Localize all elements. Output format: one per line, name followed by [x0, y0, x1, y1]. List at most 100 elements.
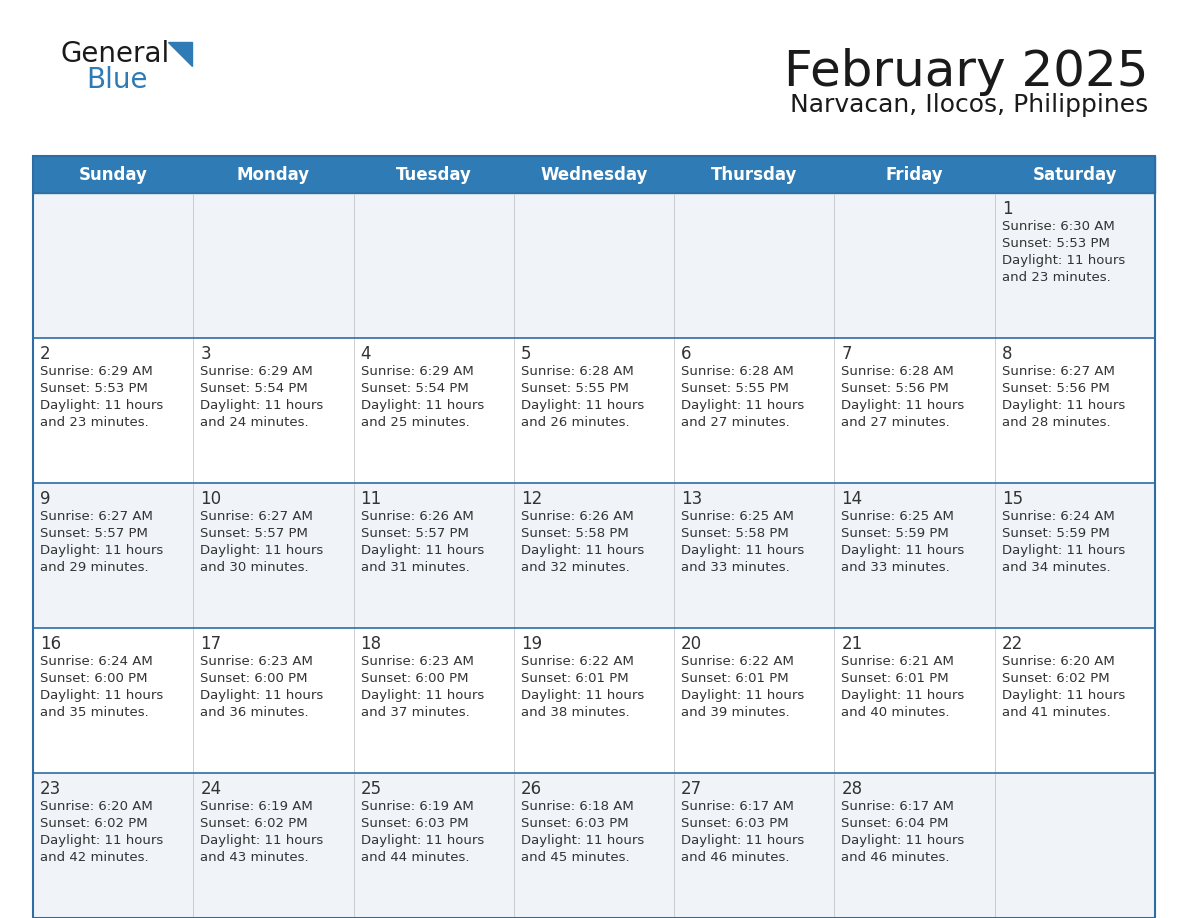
Text: Sunrise: 6:28 AM: Sunrise: 6:28 AM	[681, 365, 794, 378]
Text: Daylight: 11 hours: Daylight: 11 hours	[201, 834, 323, 847]
Text: Sunday: Sunday	[78, 165, 147, 184]
Text: Sunrise: 6:22 AM: Sunrise: 6:22 AM	[520, 655, 633, 668]
Text: Sunrise: 6:20 AM: Sunrise: 6:20 AM	[1001, 655, 1114, 668]
Text: 20: 20	[681, 635, 702, 653]
Text: 10: 10	[201, 490, 221, 508]
Bar	[33, 338, 1155, 483]
Text: Sunset: 5:54 PM: Sunset: 5:54 PM	[201, 382, 308, 395]
Text: Sunset: 6:02 PM: Sunset: 6:02 PM	[201, 817, 308, 830]
Text: Daylight: 11 hours: Daylight: 11 hours	[520, 689, 644, 702]
Text: Daylight: 11 hours: Daylight: 11 hours	[841, 399, 965, 412]
Text: Sunrise: 6:24 AM: Sunrise: 6:24 AM	[40, 655, 153, 668]
Text: Daylight: 11 hours: Daylight: 11 hours	[681, 399, 804, 412]
Bar	[33, 483, 1155, 628]
Text: Sunrise: 6:25 AM: Sunrise: 6:25 AM	[681, 510, 794, 523]
Text: 23: 23	[40, 780, 62, 798]
Text: Friday: Friday	[886, 165, 943, 184]
Text: and 33 minutes.: and 33 minutes.	[841, 561, 950, 574]
Text: and 29 minutes.: and 29 minutes.	[40, 561, 148, 574]
Text: Daylight: 11 hours: Daylight: 11 hours	[361, 399, 484, 412]
Text: Daylight: 11 hours: Daylight: 11 hours	[201, 689, 323, 702]
Text: Sunrise: 6:30 AM: Sunrise: 6:30 AM	[1001, 220, 1114, 233]
Text: Sunset: 5:57 PM: Sunset: 5:57 PM	[361, 527, 468, 540]
Text: Daylight: 11 hours: Daylight: 11 hours	[1001, 399, 1125, 412]
Text: Sunrise: 6:27 AM: Sunrise: 6:27 AM	[1001, 365, 1114, 378]
Text: Sunset: 5:54 PM: Sunset: 5:54 PM	[361, 382, 468, 395]
Text: and 36 minutes.: and 36 minutes.	[201, 706, 309, 719]
Text: Sunset: 6:04 PM: Sunset: 6:04 PM	[841, 817, 949, 830]
Text: Tuesday: Tuesday	[396, 165, 472, 184]
Text: Sunset: 5:55 PM: Sunset: 5:55 PM	[681, 382, 789, 395]
Text: 8: 8	[1001, 345, 1012, 363]
Text: Sunrise: 6:26 AM: Sunrise: 6:26 AM	[361, 510, 473, 523]
Text: Sunrise: 6:29 AM: Sunrise: 6:29 AM	[201, 365, 312, 378]
Text: Daylight: 11 hours: Daylight: 11 hours	[1001, 254, 1125, 267]
Text: Daylight: 11 hours: Daylight: 11 hours	[681, 689, 804, 702]
Text: 15: 15	[1001, 490, 1023, 508]
Text: and 27 minutes.: and 27 minutes.	[841, 416, 950, 429]
Text: Sunset: 6:02 PM: Sunset: 6:02 PM	[40, 817, 147, 830]
Text: 14: 14	[841, 490, 862, 508]
Text: Sunset: 5:57 PM: Sunset: 5:57 PM	[201, 527, 308, 540]
Text: Sunrise: 6:19 AM: Sunrise: 6:19 AM	[361, 800, 473, 813]
Text: Wednesday: Wednesday	[541, 165, 647, 184]
Text: Sunrise: 6:27 AM: Sunrise: 6:27 AM	[201, 510, 314, 523]
Text: and 41 minutes.: and 41 minutes.	[1001, 706, 1111, 719]
Text: Narvacan, Ilocos, Philippines: Narvacan, Ilocos, Philippines	[790, 93, 1148, 117]
Text: and 25 minutes.: and 25 minutes.	[361, 416, 469, 429]
Text: and 24 minutes.: and 24 minutes.	[201, 416, 309, 429]
Text: Sunrise: 6:20 AM: Sunrise: 6:20 AM	[40, 800, 153, 813]
Text: Daylight: 11 hours: Daylight: 11 hours	[520, 834, 644, 847]
Text: 2: 2	[40, 345, 51, 363]
Text: Sunrise: 6:28 AM: Sunrise: 6:28 AM	[520, 365, 633, 378]
Text: Saturday: Saturday	[1032, 165, 1117, 184]
Text: and 33 minutes.: and 33 minutes.	[681, 561, 790, 574]
Text: Sunset: 6:01 PM: Sunset: 6:01 PM	[520, 672, 628, 685]
Text: Sunrise: 6:29 AM: Sunrise: 6:29 AM	[361, 365, 473, 378]
Text: Sunrise: 6:24 AM: Sunrise: 6:24 AM	[1001, 510, 1114, 523]
Text: 16: 16	[40, 635, 61, 653]
Text: and 32 minutes.: and 32 minutes.	[520, 561, 630, 574]
Text: February 2025: February 2025	[784, 48, 1148, 96]
Text: Sunset: 6:02 PM: Sunset: 6:02 PM	[1001, 672, 1110, 685]
Text: Sunset: 5:59 PM: Sunset: 5:59 PM	[841, 527, 949, 540]
Text: Daylight: 11 hours: Daylight: 11 hours	[520, 399, 644, 412]
Text: Sunrise: 6:22 AM: Sunrise: 6:22 AM	[681, 655, 794, 668]
Text: Daylight: 11 hours: Daylight: 11 hours	[520, 544, 644, 557]
Bar	[33, 773, 1155, 918]
Text: 24: 24	[201, 780, 221, 798]
Text: 7: 7	[841, 345, 852, 363]
Text: 12: 12	[520, 490, 542, 508]
Text: and 43 minutes.: and 43 minutes.	[201, 851, 309, 864]
Text: and 44 minutes.: and 44 minutes.	[361, 851, 469, 864]
Text: and 39 minutes.: and 39 minutes.	[681, 706, 790, 719]
Text: Sunset: 6:03 PM: Sunset: 6:03 PM	[520, 817, 628, 830]
Text: 28: 28	[841, 780, 862, 798]
Text: and 45 minutes.: and 45 minutes.	[520, 851, 630, 864]
Text: 22: 22	[1001, 635, 1023, 653]
Text: Sunset: 5:53 PM: Sunset: 5:53 PM	[40, 382, 147, 395]
Bar	[33, 156, 1155, 193]
Text: Daylight: 11 hours: Daylight: 11 hours	[201, 399, 323, 412]
Text: Daylight: 11 hours: Daylight: 11 hours	[681, 834, 804, 847]
Text: Daylight: 11 hours: Daylight: 11 hours	[841, 834, 965, 847]
Text: Sunset: 5:56 PM: Sunset: 5:56 PM	[841, 382, 949, 395]
Text: Daylight: 11 hours: Daylight: 11 hours	[40, 834, 163, 847]
Text: and 35 minutes.: and 35 minutes.	[40, 706, 148, 719]
Text: 19: 19	[520, 635, 542, 653]
Text: Sunset: 5:58 PM: Sunset: 5:58 PM	[520, 527, 628, 540]
Bar	[33, 193, 1155, 338]
Text: and 46 minutes.: and 46 minutes.	[841, 851, 950, 864]
Text: and 40 minutes.: and 40 minutes.	[841, 706, 950, 719]
Text: Daylight: 11 hours: Daylight: 11 hours	[40, 544, 163, 557]
Text: 5: 5	[520, 345, 531, 363]
Text: 26: 26	[520, 780, 542, 798]
Bar	[33, 156, 1155, 918]
Text: Blue: Blue	[86, 66, 147, 94]
Text: Daylight: 11 hours: Daylight: 11 hours	[361, 834, 484, 847]
Text: and 28 minutes.: and 28 minutes.	[1001, 416, 1111, 429]
Text: and 42 minutes.: and 42 minutes.	[40, 851, 148, 864]
Text: Daylight: 11 hours: Daylight: 11 hours	[841, 544, 965, 557]
Text: and 27 minutes.: and 27 minutes.	[681, 416, 790, 429]
Text: Sunset: 6:00 PM: Sunset: 6:00 PM	[40, 672, 147, 685]
